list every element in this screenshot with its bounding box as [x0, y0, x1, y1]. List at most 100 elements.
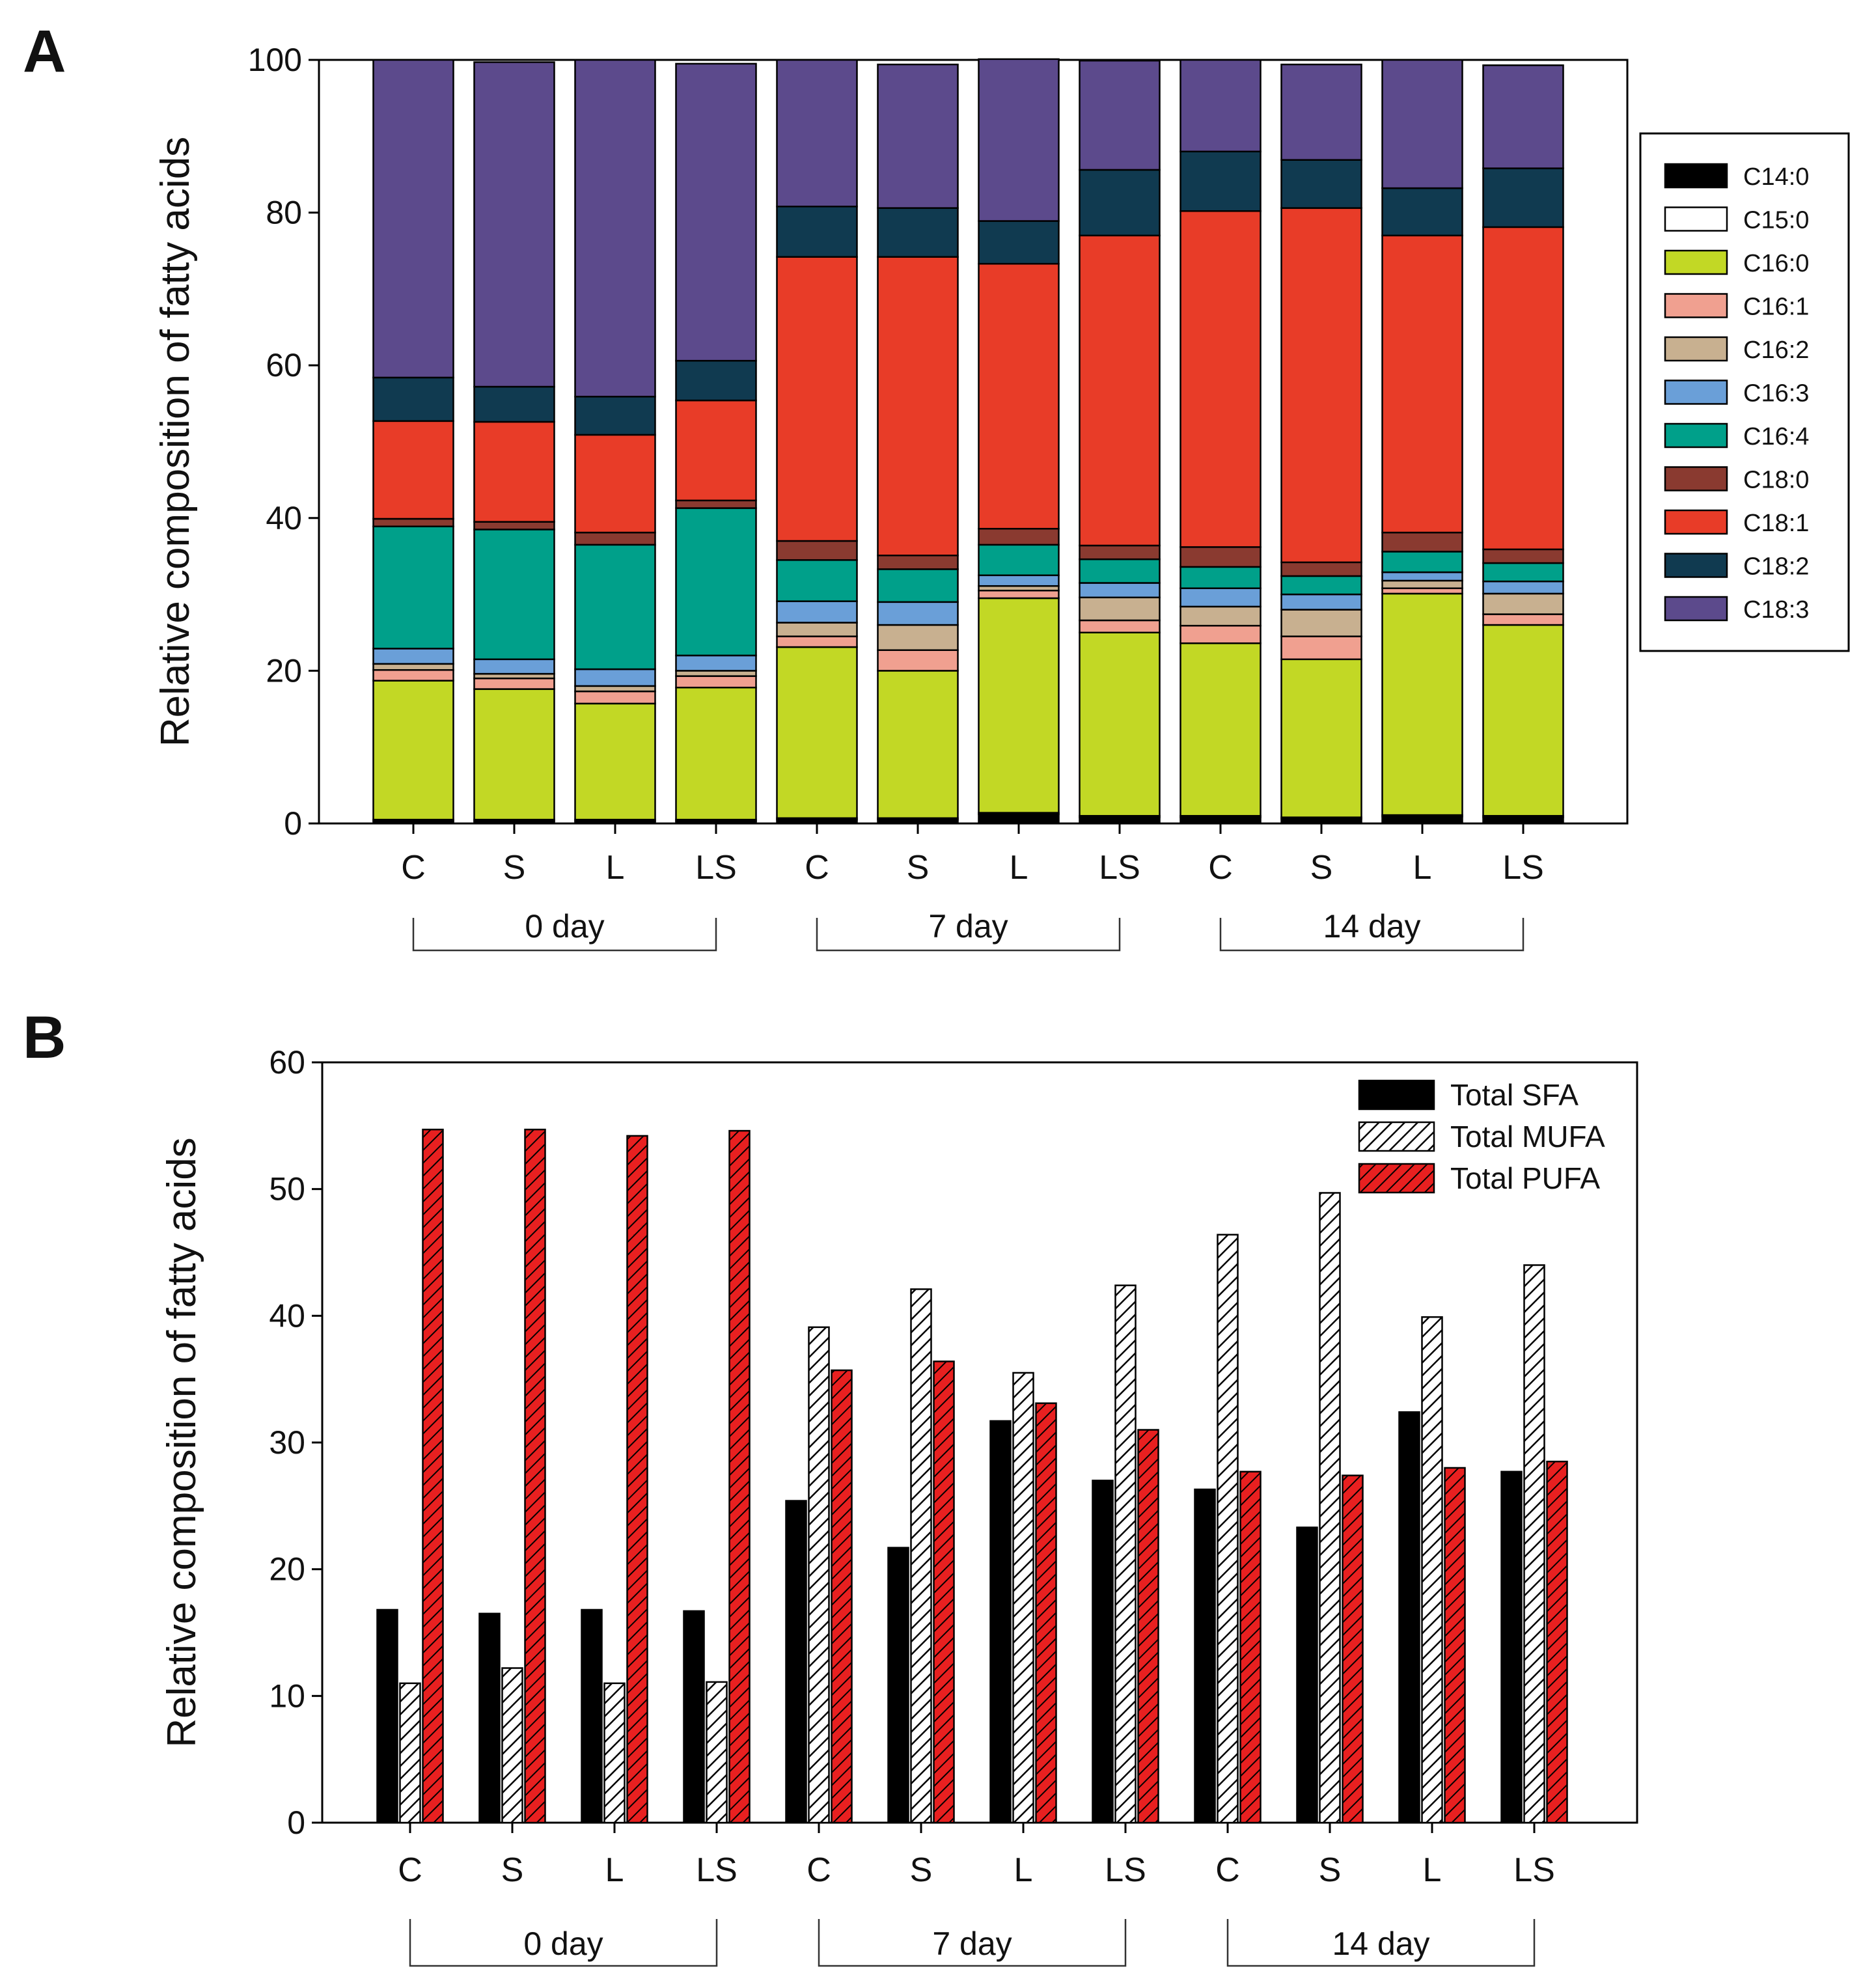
bar-a-C18-3-11 — [1482, 64, 1564, 169]
x-label-a-8: C — [1208, 849, 1233, 887]
bar-b-total-mufa-10 — [1421, 1316, 1443, 1824]
bar-a-C16-1-11 — [1482, 613, 1564, 626]
bar-a-C16-0-6 — [978, 597, 1060, 814]
legend-swatch-a-8 — [1664, 509, 1728, 535]
bar-a-C16-0-8 — [1179, 642, 1262, 817]
legend-swatch-a-3 — [1664, 293, 1728, 318]
y-tick-label-a-1: 20 — [266, 652, 302, 689]
bar-b-total-mufa-0 — [399, 1682, 421, 1824]
legend-label-a-1: C15:0 — [1743, 207, 1809, 234]
x-label-a-6: L — [1010, 849, 1028, 887]
bar-a-C18-0-10 — [1381, 531, 1463, 553]
x-label-a-5: S — [907, 849, 930, 887]
bar-b-total-sfa-9 — [1296, 1526, 1318, 1824]
bar-a-C18-3-8 — [1179, 59, 1262, 153]
group-bracket-b-2 — [1226, 1919, 1536, 1967]
legend-label-a-0: C14:0 — [1743, 163, 1809, 191]
bar-b-total-mufa-8 — [1217, 1234, 1239, 1824]
bar-a-C18-1-6 — [978, 262, 1060, 530]
bar-a-C16-3-2 — [574, 668, 656, 687]
x-label-b-10: L — [1423, 1851, 1442, 1889]
bar-a-C18-2-5 — [877, 207, 959, 258]
bar-a-C18-0-3 — [675, 499, 757, 509]
bar-a-C18-3-1 — [473, 61, 555, 388]
bar-b-total-sfa-10 — [1398, 1411, 1420, 1824]
bar-a-C16-3-8 — [1179, 587, 1262, 608]
bar-b-total-pufa-2 — [626, 1135, 648, 1824]
bar-b-total-pufa-3 — [728, 1129, 751, 1824]
x-label-b-9: S — [1319, 1851, 1342, 1889]
bar-a-C18-0-2 — [574, 531, 656, 546]
bar-a-C16-0-11 — [1482, 624, 1564, 817]
bar-a-C16-0-4 — [776, 646, 858, 820]
bar-a-C14-0-8 — [1179, 816, 1262, 825]
bar-b-total-pufa-8 — [1239, 1470, 1262, 1824]
bar-a-C16-4-10 — [1381, 551, 1463, 573]
y-tick-label-b-5: 50 — [269, 1171, 305, 1208]
y-tick-label-a-5: 100 — [248, 42, 302, 78]
bar-b-total-mufa-11 — [1523, 1264, 1545, 1824]
bar-a-C16-1-4 — [776, 635, 858, 648]
y-tick-label-a-4: 80 — [266, 195, 302, 231]
bar-a-C18-2-8 — [1179, 150, 1262, 212]
x-label-a-2: L — [606, 849, 625, 887]
legend-swatch-a-1 — [1664, 206, 1728, 232]
bar-a-C18-0-4 — [776, 540, 858, 561]
bar-a-C16-2-5 — [877, 624, 959, 651]
legend-swatch-a-10 — [1664, 596, 1728, 622]
bar-a-C16-0-9 — [1280, 658, 1362, 818]
group-bracket-b-0 — [409, 1919, 718, 1967]
bar-a-C16-3-6 — [978, 574, 1060, 587]
bar-a-C18-2-11 — [1482, 167, 1564, 228]
bar-a-C16-1-0 — [372, 669, 454, 682]
y-tick-label-a-0: 0 — [284, 805, 302, 842]
x-label-a-7: LS — [1099, 849, 1140, 887]
group-label-b-2: 14 day — [1332, 1926, 1429, 1962]
bar-b-total-pufa-11 — [1546, 1460, 1568, 1824]
bar-a-C18-2-10 — [1381, 187, 1463, 237]
bar-b-total-pufa-4 — [831, 1369, 853, 1824]
bar-a-C14-0-10 — [1381, 816, 1463, 825]
bar-a-C18-0-7 — [1079, 544, 1161, 560]
bar-b-total-mufa-7 — [1114, 1284, 1137, 1824]
panel-a-chart: 0 20 40 60 80 100 Relative composition of fatt… — [153, 42, 1850, 952]
legend-label-a-4: C16:2 — [1743, 337, 1809, 364]
bar-a-C18-0-0 — [372, 518, 454, 527]
legend-label-a-3: C16:1 — [1743, 294, 1809, 321]
bar-b-total-sfa-7 — [1092, 1480, 1114, 1824]
bar-a-C18-1-1 — [473, 421, 555, 523]
bar-a-C18-1-5 — [877, 256, 959, 557]
x-label-b-1: S — [501, 1851, 524, 1889]
bar-b-total-mufa-9 — [1319, 1192, 1341, 1824]
x-label-b-4: C — [807, 1851, 831, 1889]
bar-a-C18-3-4 — [776, 59, 858, 208]
bar-a-C14-0-11 — [1482, 816, 1564, 825]
legend-label-a-2: C16:0 — [1743, 250, 1809, 277]
y-tick-label-b-1: 10 — [269, 1677, 305, 1714]
bar-a-C16-3-0 — [372, 648, 454, 665]
bar-a-C18-2-6 — [978, 220, 1060, 265]
legend-label-b-2: Total PUFA — [1450, 1161, 1600, 1195]
bar-a-C18-1-0 — [372, 420, 454, 520]
y-tick-label-b-6: 60 — [269, 1044, 305, 1081]
bar-b-total-pufa-1 — [524, 1128, 546, 1824]
group-bracket-a-0 — [412, 918, 717, 952]
x-label-a-9: S — [1310, 849, 1333, 887]
bar-a-C18-0-8 — [1179, 546, 1262, 568]
bar-b-total-sfa-0 — [376, 1608, 398, 1824]
bar-a-C16-2-11 — [1482, 592, 1564, 615]
bar-b-total-mufa-4 — [808, 1326, 830, 1824]
group-label-b-0: 0 day — [523, 1926, 603, 1962]
panel-b-chart: 0 10 20 30 40 50 60 Relative composition of fat… — [159, 1044, 1638, 1967]
legend-swatch-a-0 — [1664, 163, 1728, 189]
bar-a-C16-1-9 — [1280, 635, 1362, 661]
bar-a-C16-4-7 — [1079, 558, 1161, 584]
y-tick-label-b-2: 20 — [269, 1551, 305, 1588]
legend-label-a-6: C16:4 — [1743, 423, 1809, 450]
bar-b-total-sfa-2 — [581, 1608, 603, 1824]
bar-a-C16-3-5 — [877, 601, 959, 626]
bar-a-C18-1-11 — [1482, 226, 1564, 551]
bar-b-total-mufa-1 — [501, 1667, 523, 1824]
bar-b-total-pufa-6 — [1035, 1402, 1057, 1824]
